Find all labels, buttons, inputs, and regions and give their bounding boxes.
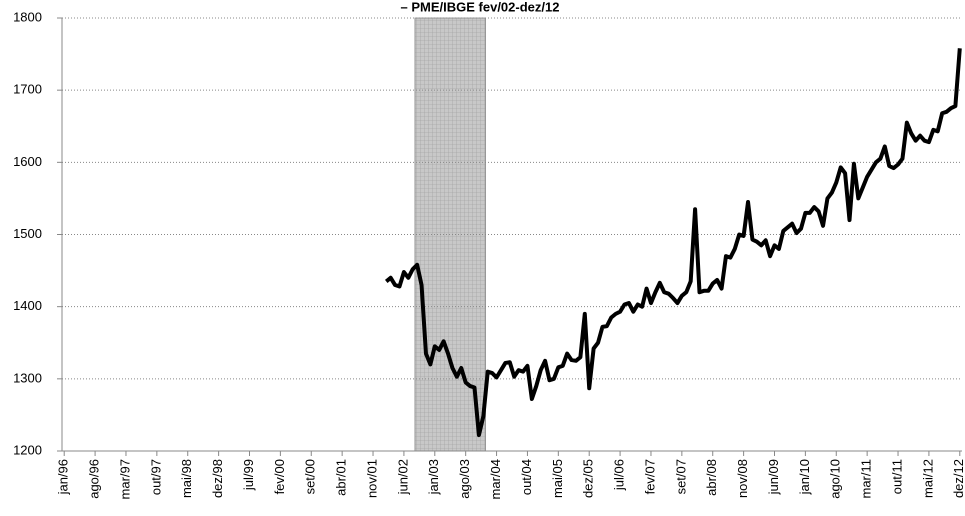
x-tick-label: jan/96 bbox=[56, 459, 71, 495]
x-tick-label: nov/08 bbox=[735, 459, 750, 498]
x-tick-label: jan/10 bbox=[797, 459, 812, 495]
x-tick-label: ago/96 bbox=[87, 459, 102, 499]
y-tick-label: 1200 bbox=[13, 442, 42, 457]
x-tick-label: jun/09 bbox=[766, 459, 781, 495]
x-tick-label: ago/03 bbox=[457, 459, 472, 499]
x-tick-label: mai/05 bbox=[550, 459, 565, 498]
x-tick-label: abr/08 bbox=[704, 459, 719, 496]
x-tick-label: set/07 bbox=[673, 459, 688, 494]
y-tick-label: 1400 bbox=[13, 298, 42, 313]
x-tick-label: mar/97 bbox=[117, 459, 132, 499]
x-tick-label: jan/03 bbox=[426, 459, 441, 495]
x-tick-label: mar/04 bbox=[488, 459, 503, 499]
x-tick-label: nov/01 bbox=[364, 459, 379, 498]
y-tick-label: 1600 bbox=[13, 154, 42, 169]
x-tick-label: dez/05 bbox=[581, 459, 596, 498]
y-tick-label: 1700 bbox=[13, 82, 42, 97]
x-tick-label: out/04 bbox=[519, 459, 534, 495]
x-tick-label: jul/06 bbox=[612, 459, 627, 491]
chart-title: – PME/IBGE fev/02-dez/12 bbox=[401, 0, 560, 14]
y-tick-label: 1300 bbox=[13, 370, 42, 385]
x-tick-label: mai/98 bbox=[179, 459, 194, 498]
y-tick-label: 1500 bbox=[13, 226, 42, 241]
line-series bbox=[384, 48, 962, 438]
x-tick-label: dez/98 bbox=[210, 459, 225, 498]
x-tick-label: dez/12 bbox=[951, 459, 965, 498]
x-tick-label: out/11 bbox=[889, 459, 904, 494]
x-tick-label: fev/07 bbox=[642, 459, 657, 494]
x-tick-label: jul/99 bbox=[241, 459, 256, 491]
x-tick-label: jun/02 bbox=[395, 459, 410, 495]
x-tick-label: out/97 bbox=[148, 459, 163, 495]
x-tick-label: mar/11 bbox=[859, 459, 874, 499]
x-tick-label: set/00 bbox=[303, 459, 318, 494]
x-tick-label: ago/10 bbox=[828, 459, 843, 499]
y-tick-label: 1800 bbox=[13, 9, 42, 24]
x-tick-label: mai/12 bbox=[920, 459, 935, 498]
x-tick-label: abr/01 bbox=[334, 459, 349, 496]
x-tick-label: fev/00 bbox=[272, 459, 287, 494]
